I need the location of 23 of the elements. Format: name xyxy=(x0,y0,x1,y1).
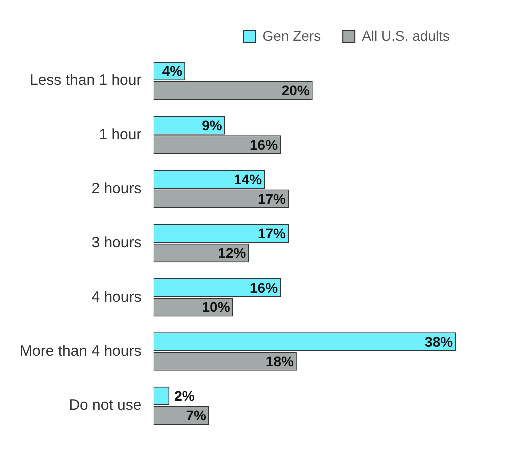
data-label: 7% xyxy=(186,408,207,424)
y-tick-label: More than 4 hours xyxy=(20,342,142,360)
data-label: 20% xyxy=(282,82,310,99)
data-label: 17% xyxy=(258,190,287,207)
data-label: 2% xyxy=(174,388,196,404)
y-tick-label: Do not use xyxy=(69,397,142,414)
y-tick-label: Less than 1 hour xyxy=(30,72,142,90)
data-label: 16% xyxy=(250,136,279,153)
data-label: 17% xyxy=(258,226,287,242)
y-tick-label: 4 hours xyxy=(92,288,142,306)
data-label: 10% xyxy=(202,299,231,316)
legend-label: All U.S. adults xyxy=(362,28,450,44)
data-label: 38% xyxy=(425,334,454,350)
data-label: 4% xyxy=(162,63,184,80)
data-label: 18% xyxy=(266,353,294,370)
data-label: 16% xyxy=(250,280,279,296)
legend-label: Gen Zers xyxy=(262,28,322,44)
data-label: 9% xyxy=(202,117,223,134)
data-label: 14% xyxy=(234,171,263,188)
y-tick-label: 1 hour xyxy=(99,126,142,144)
data-label: 12% xyxy=(218,245,247,262)
y-tick-label: 3 hours xyxy=(92,234,142,252)
y-tick-label: 2 hours xyxy=(92,180,142,198)
